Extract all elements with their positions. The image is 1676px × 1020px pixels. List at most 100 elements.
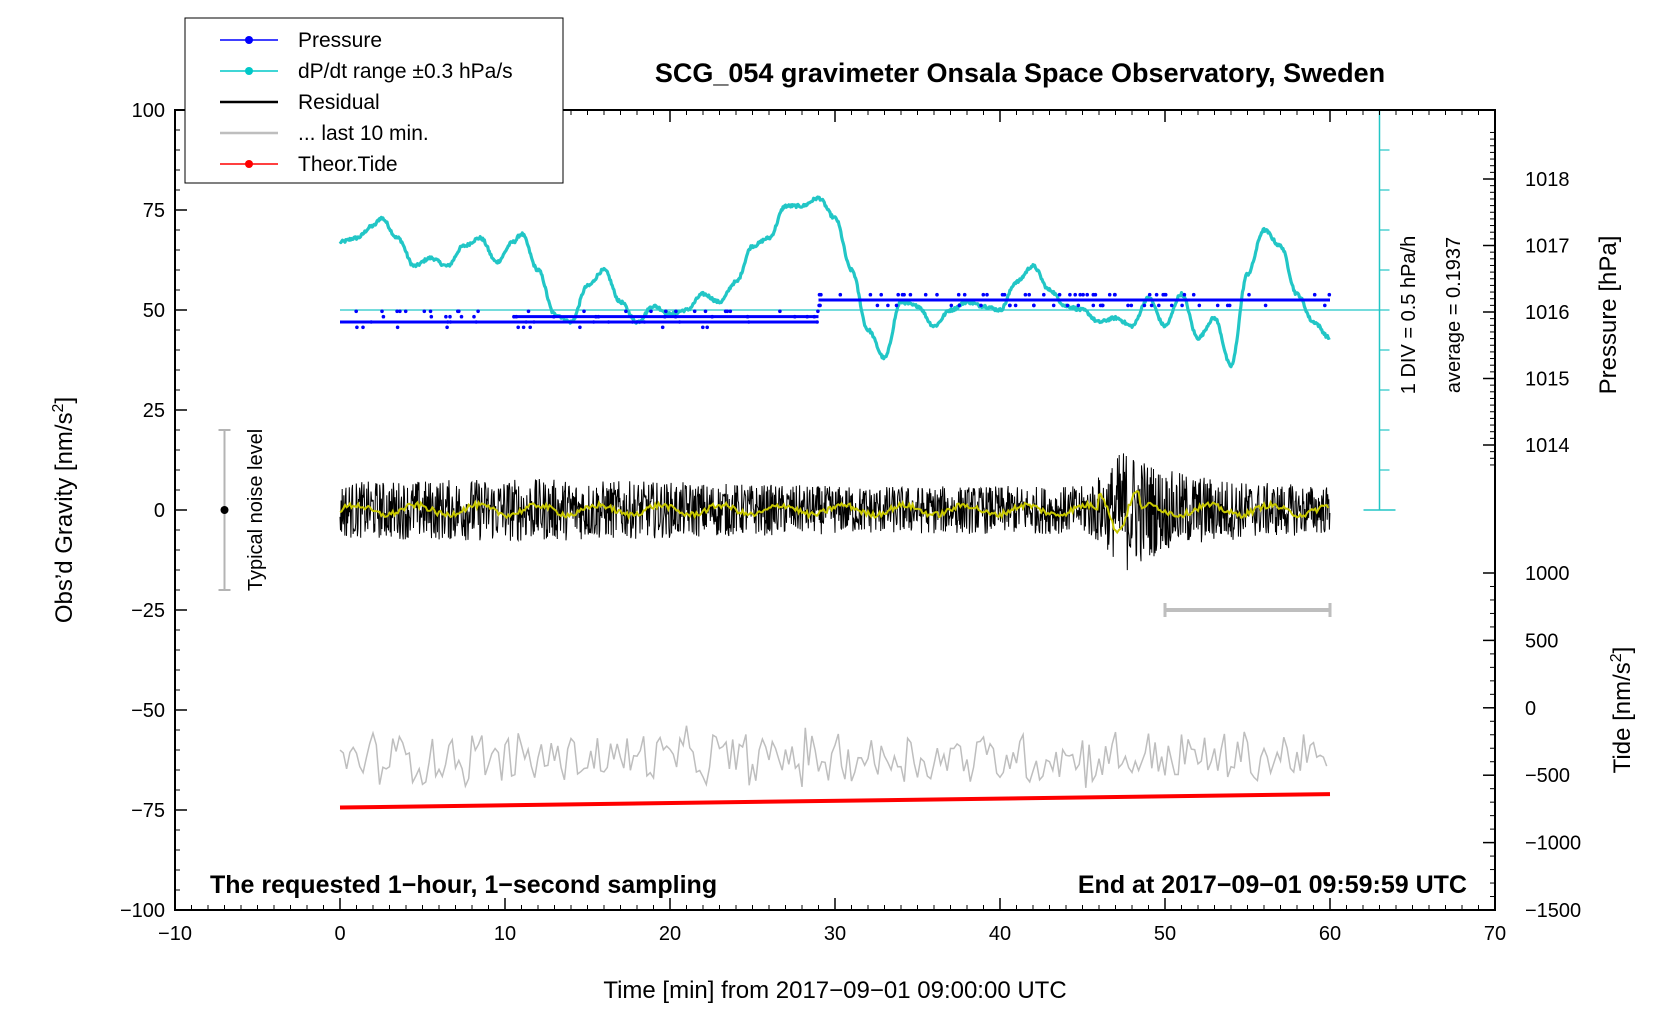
x-tick-label: 10 [494, 923, 516, 945]
pressure-point [361, 325, 365, 330]
pressure-point [474, 320, 479, 324]
pressure-point [395, 325, 400, 330]
pressure-point [745, 314, 750, 319]
pressure-point [459, 314, 464, 319]
pressure-point [1323, 303, 1327, 308]
pressure-series [340, 292, 1332, 330]
pressure-point [429, 314, 434, 319]
y-axis-label-left: Obs’d Gravity [nm/s2] [50, 397, 78, 623]
pressure-point [879, 292, 883, 297]
pressure-point [578, 325, 582, 330]
pressure-point [1076, 303, 1081, 308]
pressure-point [1057, 292, 1062, 297]
pressure-point [1142, 303, 1147, 308]
pressure-tick-label: 1015 [1525, 369, 1570, 391]
pressure-point [606, 320, 611, 324]
pressure-point [428, 309, 433, 314]
pressure-point [1093, 292, 1098, 297]
pressure-point [705, 325, 709, 330]
pressure-point [701, 325, 705, 330]
pressure-tick-label: 1016 [1525, 302, 1570, 324]
pressure-point [552, 314, 556, 319]
y-tick-label: −25 [131, 600, 165, 622]
pressure-point [403, 309, 408, 314]
pressure-point [1013, 303, 1018, 308]
pressure-point [1182, 292, 1187, 297]
pressure-point [532, 320, 536, 324]
y-tick-label: −50 [131, 700, 165, 722]
pressure-point [660, 325, 665, 330]
pressure-point [674, 309, 678, 314]
pressure-point [677, 320, 682, 324]
y-axis-label-tide-main: Tide [nm/s [1609, 662, 1636, 773]
legend: Pressure dP/dt range ±0.3 hPa/s Residual..… [184, 17, 564, 184]
y-tick-label: 75 [143, 200, 165, 222]
y-axis-label-tide: Tide [nm/s2] [1608, 647, 1636, 774]
pressure-point [591, 320, 596, 324]
pressure-point [369, 320, 374, 324]
pressure-point [692, 309, 697, 314]
x-tick-label: 70 [1484, 923, 1506, 945]
pressure-point [838, 292, 843, 297]
pressure-point [747, 320, 751, 324]
y-axis-label-left-main: Obs’d Gravity [nm/s [51, 412, 78, 623]
pressure-point [448, 314, 452, 319]
pressure-point [1000, 292, 1005, 297]
pressure-point [812, 314, 817, 319]
residual-smoothed-line [339, 489, 1330, 535]
tide-tick-label: −1500 [1525, 900, 1581, 922]
tide-line [339, 792, 1331, 810]
pressure-point [624, 309, 628, 314]
pressure-point [582, 309, 586, 314]
pressure-point [528, 325, 532, 330]
pressure-point [962, 292, 967, 297]
y-axis-label-tide-sup: 2 [1608, 653, 1625, 662]
pressure-point [778, 309, 782, 314]
pressure-point [1023, 292, 1028, 297]
noise-center-point [220, 506, 229, 514]
pressure-point [1042, 292, 1046, 297]
dpdt-average-label: average = 0.1937 [1443, 237, 1465, 393]
pressure-point [476, 309, 480, 314]
pressure-point [1169, 303, 1174, 308]
noise-level-label: Typical noise level [245, 429, 267, 591]
pressure-point [818, 303, 822, 308]
pressure-point [446, 320, 450, 324]
x-tick-label: 30 [824, 923, 846, 945]
pressure-point [664, 309, 668, 314]
y-tick-label: 25 [143, 400, 165, 422]
pressure-point [594, 314, 598, 319]
pressure-point [1215, 303, 1220, 308]
y-tick-label: 50 [143, 300, 165, 322]
pressure-point [886, 303, 890, 308]
legend-marker [245, 67, 253, 75]
pressure-point [868, 292, 873, 297]
x-tick-label: 40 [989, 923, 1011, 945]
pressure-point [445, 325, 449, 330]
pressure-point [1161, 292, 1165, 297]
y-axis-label-tide-tail: ] [1609, 647, 1636, 654]
tide-tick-label: 1000 [1525, 563, 1570, 585]
pressure-point [816, 309, 820, 314]
x-axis-label: Time [min] from 2017−09−01 09:00:00 UTC [603, 977, 1066, 1004]
pressure-point [1247, 292, 1251, 297]
pressure-point [472, 314, 476, 319]
x-tick-label: 20 [659, 923, 681, 945]
pressure-point [1227, 303, 1232, 308]
pressure-point [514, 314, 519, 319]
y-axis-label-pressure: Pressure [hPa] [1595, 236, 1622, 395]
residual-line [339, 453, 1331, 571]
pressure-point [1327, 292, 1332, 297]
y-tick-label: −75 [131, 800, 165, 822]
pressure-point [457, 309, 461, 314]
pressure-point [1027, 292, 1031, 297]
tide-tick-label: 0 [1525, 698, 1536, 720]
y-tick-label: 0 [154, 500, 165, 522]
legend-label: ... last 10 min. [298, 122, 429, 145]
pressure-point [923, 292, 928, 297]
pressure-point [900, 292, 905, 297]
annotation-end-time: End at 2017−09−01 09:59:59 UTC [1078, 871, 1467, 899]
x-tick-label: 0 [334, 923, 345, 945]
pressure-point [1197, 303, 1202, 308]
